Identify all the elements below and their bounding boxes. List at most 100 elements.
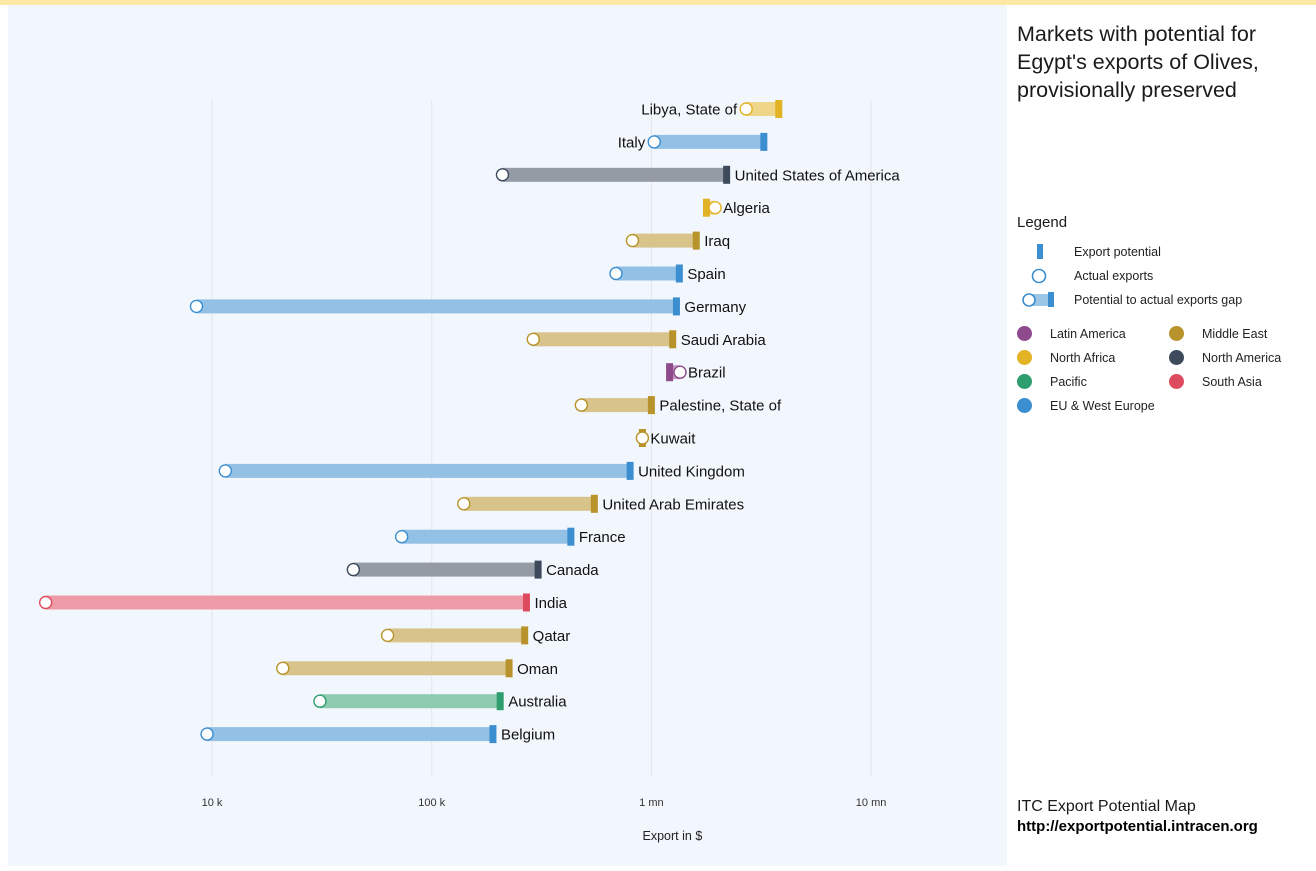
actual-exports-marker — [38, 595, 53, 610]
export-potential-marker — [626, 461, 634, 480]
region-dot-pacific — [1017, 374, 1032, 389]
export-potential-marker — [567, 527, 575, 546]
x-tick-label: 1 mn — [639, 797, 663, 809]
gap-bar — [581, 398, 652, 413]
gap-bar — [353, 562, 539, 577]
region-label: Middle East — [1202, 327, 1268, 341]
actual-exports-marker — [739, 102, 753, 116]
sidebar: Markets with potential for Egypt's expor… — [1017, 20, 1312, 104]
x-tick-label: 10 mn — [856, 797, 887, 809]
actual-exports-marker — [673, 365, 687, 379]
actual-exports-marker — [380, 628, 395, 643]
market-label: Palestine, State of — [659, 398, 782, 415]
actual-exports-marker — [313, 694, 327, 708]
market-label: India — [534, 595, 567, 612]
export-potential-marker — [775, 100, 783, 118]
legend-gap: Potential to actual exports gap — [1017, 289, 1312, 313]
dumbbell-chart: 10 k 100 k 1 mn 10 mn Export in $ Libya, Stat… — [38, 100, 901, 843]
source-label: ITC Export Potential Map — [1017, 798, 1196, 815]
actual-exports-icon — [1031, 268, 1047, 284]
actual-exports-marker — [394, 530, 409, 544]
legend-actual-exports: Actual exports — [1017, 265, 1312, 289]
actual-exports-marker — [200, 727, 214, 741]
export-potential-marker — [647, 396, 655, 415]
market-label: Libya, State of — [641, 102, 738, 119]
gap-bar — [45, 595, 527, 610]
region-dot-south-asia — [1169, 374, 1184, 389]
gap-bar — [615, 266, 680, 281]
market-label: Qatar — [533, 628, 571, 645]
export-potential-marker — [496, 692, 504, 711]
export-potential-marker — [534, 560, 542, 579]
gap-icon — [1022, 292, 1054, 307]
market-label: United Kingdom — [638, 463, 745, 480]
actual-exports-marker — [647, 135, 661, 149]
source-url-link[interactable]: http://exportpotential.intracen.org — [1017, 818, 1258, 835]
gap-bar — [654, 134, 764, 149]
chart-title-line-3: provisionally preserved — [1017, 78, 1237, 102]
export-potential-marker — [669, 330, 677, 349]
market-label: Oman — [517, 661, 558, 678]
top-accent-strip — [0, 0, 1316, 5]
region-label: North Africa — [1050, 351, 1116, 365]
export-potential-icon — [1037, 244, 1043, 259]
actual-exports-marker — [625, 233, 640, 248]
footer: ITC Export Potential Map http://exportpo… — [1017, 797, 1258, 837]
market-label: Italy — [618, 134, 646, 151]
chart-panel: 10 k 100 k 1 mn 10 mn Export in $ Libya, Stat… — [8, 5, 1007, 866]
market-label: United States of America — [735, 167, 901, 184]
region-dot-middle-east — [1169, 326, 1184, 341]
chart-title-line-1: Markets with potential for — [1017, 22, 1256, 46]
gap-bar — [502, 167, 727, 182]
legend-export-potential-label: Export potential — [1074, 245, 1161, 259]
export-potential-marker — [672, 297, 680, 316]
region-dot-latin-america — [1017, 326, 1032, 341]
market-label: France — [579, 529, 626, 546]
gap-bar — [207, 727, 493, 742]
market-label: Australia — [508, 694, 567, 711]
market-label: Belgium — [501, 727, 555, 744]
export-potential-marker — [675, 264, 683, 283]
export-potential-marker — [505, 659, 513, 678]
export-potential-marker — [760, 132, 768, 151]
actual-exports-marker — [495, 168, 510, 182]
region-dot-eu-west-europe — [1017, 398, 1032, 413]
market-label: Canada — [546, 562, 599, 579]
market-label: Iraq — [704, 233, 730, 250]
region-dot-north-america — [1169, 350, 1184, 365]
legend: Legend Export potential Actual exports P… — [1017, 214, 1312, 421]
region-label: EU & West Europe — [1050, 399, 1155, 413]
x-tick-label: 100 k — [418, 797, 445, 809]
market-label: Saudi Arabia — [681, 332, 767, 349]
export-potential-marker — [590, 494, 598, 513]
actual-exports-marker — [574, 398, 589, 412]
export-potential-marker — [692, 231, 700, 250]
region-dot-north-africa — [1017, 350, 1032, 365]
market-label: Spain — [687, 266, 725, 283]
market-label: Germany — [684, 299, 746, 316]
actual-exports-marker — [457, 497, 471, 511]
gap-bar — [463, 496, 595, 511]
region-label: South Asia — [1202, 375, 1262, 389]
region-legend: Latin America Middle East North Africa N… — [1017, 325, 1312, 421]
gap-bar — [401, 529, 571, 544]
actual-exports-marker — [526, 332, 540, 346]
export-potential-marker — [702, 198, 710, 217]
legend-actual-exports-label: Actual exports — [1074, 269, 1154, 283]
gap-bar — [196, 299, 677, 314]
export-potential-marker — [522, 593, 530, 612]
gap-bar — [533, 332, 673, 347]
market-label: Kuwait — [650, 431, 696, 448]
gap-bar — [387, 628, 525, 643]
region-label: Pacific — [1050, 375, 1087, 389]
actual-exports-marker — [276, 661, 290, 675]
actual-exports-marker — [635, 431, 650, 445]
x-axis-label: Export in $ — [643, 829, 703, 843]
export-potential-marker — [521, 626, 529, 645]
market-label: United Arab Emirates — [602, 496, 744, 513]
chart-title-line-2: Egypt's exports of Olives, — [1017, 50, 1259, 74]
gap-bar — [282, 661, 510, 676]
gap-bar — [632, 233, 697, 248]
export-potential-marker — [723, 165, 731, 184]
legend-gap-label: Potential to actual exports gap — [1074, 293, 1243, 307]
